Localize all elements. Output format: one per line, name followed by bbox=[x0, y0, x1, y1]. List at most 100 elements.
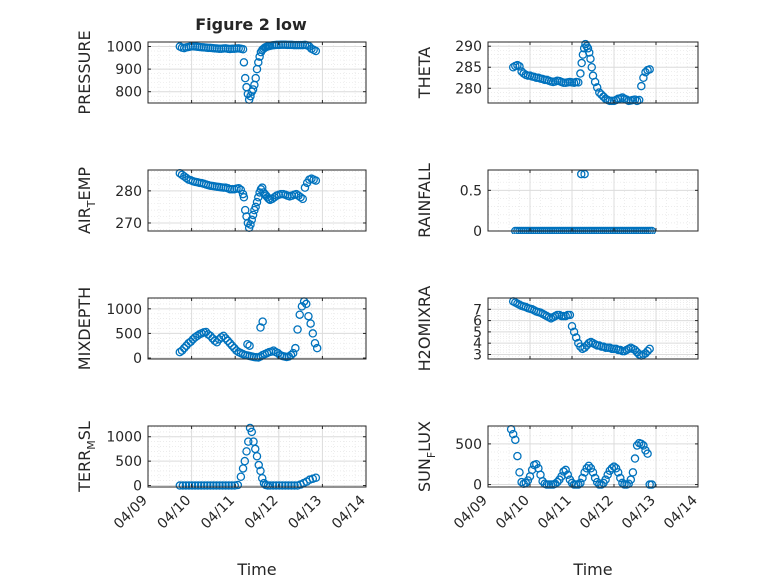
x-tick-label: 04/11 bbox=[535, 493, 575, 533]
data-point bbox=[311, 473, 321, 482]
data-point bbox=[251, 73, 260, 83]
data-point bbox=[563, 470, 573, 480]
y-tick-label: 500 bbox=[455, 437, 482, 453]
data-point bbox=[239, 58, 249, 67]
data-point bbox=[288, 348, 298, 358]
data-point bbox=[626, 475, 636, 484]
data-point bbox=[641, 349, 650, 358]
data-point bbox=[634, 95, 644, 105]
y-tick-label: 0 bbox=[473, 478, 482, 494]
data-point bbox=[184, 481, 194, 490]
data-point bbox=[270, 193, 279, 202]
data-point bbox=[603, 470, 612, 480]
data-point bbox=[218, 481, 227, 490]
y-tick-label: 0 bbox=[473, 224, 482, 240]
data-point bbox=[269, 346, 278, 355]
y-axis-label: AIRTEMP bbox=[75, 167, 98, 234]
data-point bbox=[300, 183, 310, 192]
data-point bbox=[601, 475, 610, 484]
data-point bbox=[308, 329, 318, 338]
data-point bbox=[293, 325, 302, 334]
data-point bbox=[230, 481, 240, 490]
x-tick-label: 04/12 bbox=[242, 493, 282, 533]
panel-air_temp: 270 280 AIRTEMP bbox=[75, 167, 367, 234]
data-point bbox=[532, 459, 541, 469]
data-point bbox=[513, 451, 522, 461]
data-point bbox=[245, 341, 254, 350]
data-point bbox=[203, 481, 212, 490]
data-point bbox=[212, 481, 221, 490]
data-point bbox=[242, 447, 251, 456]
data-point bbox=[586, 464, 596, 473]
data-point bbox=[592, 477, 602, 487]
data-point bbox=[179, 343, 189, 353]
data-point bbox=[632, 441, 642, 450]
data-point bbox=[567, 321, 577, 331]
data-point bbox=[611, 464, 621, 473]
data-point bbox=[254, 460, 263, 470]
y-tick-label: 7 bbox=[473, 302, 482, 318]
y-tick-label: 900 bbox=[115, 62, 142, 78]
y-axis-label: THETA bbox=[415, 47, 434, 99]
x-tick-label: 04/14 bbox=[661, 492, 701, 532]
data-point bbox=[579, 44, 589, 53]
y-tick-label: 4 bbox=[473, 336, 482, 352]
data-point bbox=[607, 464, 617, 473]
data-point bbox=[274, 481, 284, 490]
axes-box bbox=[147, 169, 367, 232]
figure-title: Figure 2 low bbox=[195, 15, 307, 34]
data-point bbox=[224, 481, 233, 490]
data-point bbox=[254, 58, 263, 67]
data-point bbox=[271, 481, 281, 490]
data-point bbox=[565, 310, 575, 320]
data-point bbox=[580, 468, 589, 477]
data-point bbox=[553, 477, 562, 487]
data-point bbox=[574, 480, 583, 489]
y-axis-label: H2OMIXRA bbox=[415, 286, 434, 372]
y-tick-label: 280 bbox=[115, 184, 142, 200]
data-point bbox=[630, 345, 640, 355]
data-point bbox=[576, 69, 585, 78]
data-point bbox=[645, 344, 654, 354]
data-point bbox=[209, 481, 218, 490]
data-point bbox=[238, 44, 248, 54]
y-axis-label: MIXDEPTH bbox=[75, 287, 94, 370]
data-point bbox=[240, 73, 250, 83]
data-point bbox=[637, 81, 646, 91]
data-point bbox=[569, 327, 579, 337]
data-point bbox=[287, 481, 296, 490]
series-points bbox=[175, 168, 321, 233]
axes-box bbox=[487, 41, 699, 104]
data-point bbox=[630, 454, 640, 463]
data-point bbox=[256, 352, 265, 361]
x-axis-label: Time bbox=[236, 560, 276, 579]
y-tick-label: 500 bbox=[115, 454, 142, 470]
y-tick-label: 0 bbox=[133, 479, 142, 495]
data-point bbox=[216, 333, 226, 342]
data-point bbox=[312, 343, 322, 353]
panel-terr_msl: 0 500 1000 TERRMSL 04/09 04/10 04/11 04/12 04/13… bbox=[75, 421, 369, 579]
data-point bbox=[613, 468, 623, 477]
data-point bbox=[196, 481, 206, 490]
data-point bbox=[291, 343, 300, 353]
data-point bbox=[233, 480, 243, 490]
data-point bbox=[637, 439, 646, 449]
data-point bbox=[223, 336, 233, 346]
data-point bbox=[582, 464, 591, 473]
data-point bbox=[515, 468, 524, 477]
data-point bbox=[243, 339, 252, 349]
data-point bbox=[515, 62, 524, 71]
y-tick-label: 0 bbox=[133, 351, 142, 367]
data-point bbox=[597, 480, 606, 489]
data-point bbox=[590, 473, 600, 483]
data-point bbox=[290, 481, 299, 490]
x-tick-label: 04/09 bbox=[111, 493, 151, 533]
data-point bbox=[306, 319, 315, 328]
data-point bbox=[586, 54, 595, 64]
y-tick-label: 3 bbox=[473, 347, 482, 363]
y-axis-label: PRESSURE bbox=[75, 30, 94, 114]
data-point bbox=[187, 481, 197, 490]
data-point bbox=[236, 185, 246, 195]
panel-theta: 280 285 290 THETA bbox=[415, 39, 699, 106]
